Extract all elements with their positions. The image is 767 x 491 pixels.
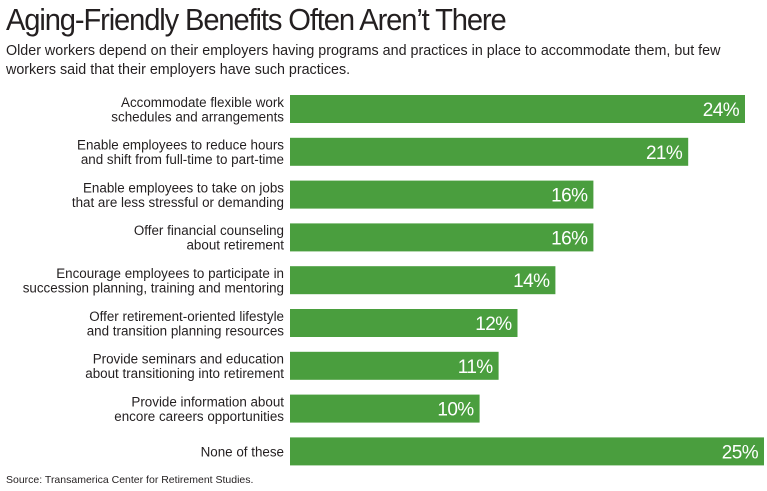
category-label-line: succession planning, training and mentor… [23,280,284,295]
bar-1 [290,95,745,123]
category-label-line: about retirement [186,238,284,253]
chart-subtitle: Older workers depend on their employers … [6,43,721,78]
category-label-line: Provide seminars and education [93,352,284,367]
category-label-line: Enable employees to take on jobs [83,180,284,195]
category-label-line: that are less stressful or demanding [72,195,284,210]
category-label-line: Accommodate flexible work [121,95,284,110]
category-label-7: Provide seminars and education about tran… [85,352,284,382]
bar-5 [290,266,556,295]
category-label-line: Offer financial counseling [134,223,284,238]
category-label-line: Enable employees to reduce hours [77,138,284,153]
chart-title: Aging-Friendly Benefits Often Aren’t The… [6,2,507,37]
category-label-line: Offer retirement-oriented lifestyle [89,309,284,324]
category-label-line: encore careers opportunities [114,409,284,424]
category-label-3: Enable employees to take on jobs that are… [72,180,284,210]
category-label-line: Encourage employees to participate in [56,266,284,281]
bar-value-label-9: 25% [722,442,759,463]
bar-value-label-5: 14% [513,271,550,292]
category-label-8: Provide information about encore careers … [114,394,284,424]
category-label-6: Offer retirement-oriented lifestyle and t… [87,309,285,339]
bar-value-label-3: 16% [551,186,588,207]
bar-value-label-8: 10% [437,400,474,421]
category-label-5: Encourage employees to participate in suc… [23,266,284,296]
category-label-line: and shift from full-time to part-time [81,152,284,167]
bar-6 [290,309,518,337]
bar-value-label-7: 11% [458,357,494,378]
bar-8 [290,394,480,423]
bar-2 [290,137,689,166]
bar-4 [290,223,594,252]
source-note: Source: Transamerica Center for Retireme… [6,474,254,486]
category-label-4: Offer financial counseling about retireme… [134,223,284,253]
bar-9 [290,437,764,466]
bar-value-label-2: 21% [646,143,683,164]
category-label-line: None of these [201,444,284,459]
bar-value-label-1: 24% [703,100,740,121]
category-label-1: Accommodate flexible work schedules and a… [111,95,284,125]
category-label-line: Provide information about [131,394,284,409]
bar-3 [290,180,594,209]
category-label-line: and transition planning resources [87,323,285,338]
bar-value-label-4: 16% [551,228,588,249]
category-label-line: schedules and arrangements [111,109,284,124]
category-label-2: Enable employees to reduce hours and shif… [77,138,284,168]
bar-value-label-6: 12% [475,314,512,335]
bar-7 [290,351,499,380]
category-label-9: None of these [201,444,284,459]
category-label-line: about transitioning into retirement [85,366,284,381]
